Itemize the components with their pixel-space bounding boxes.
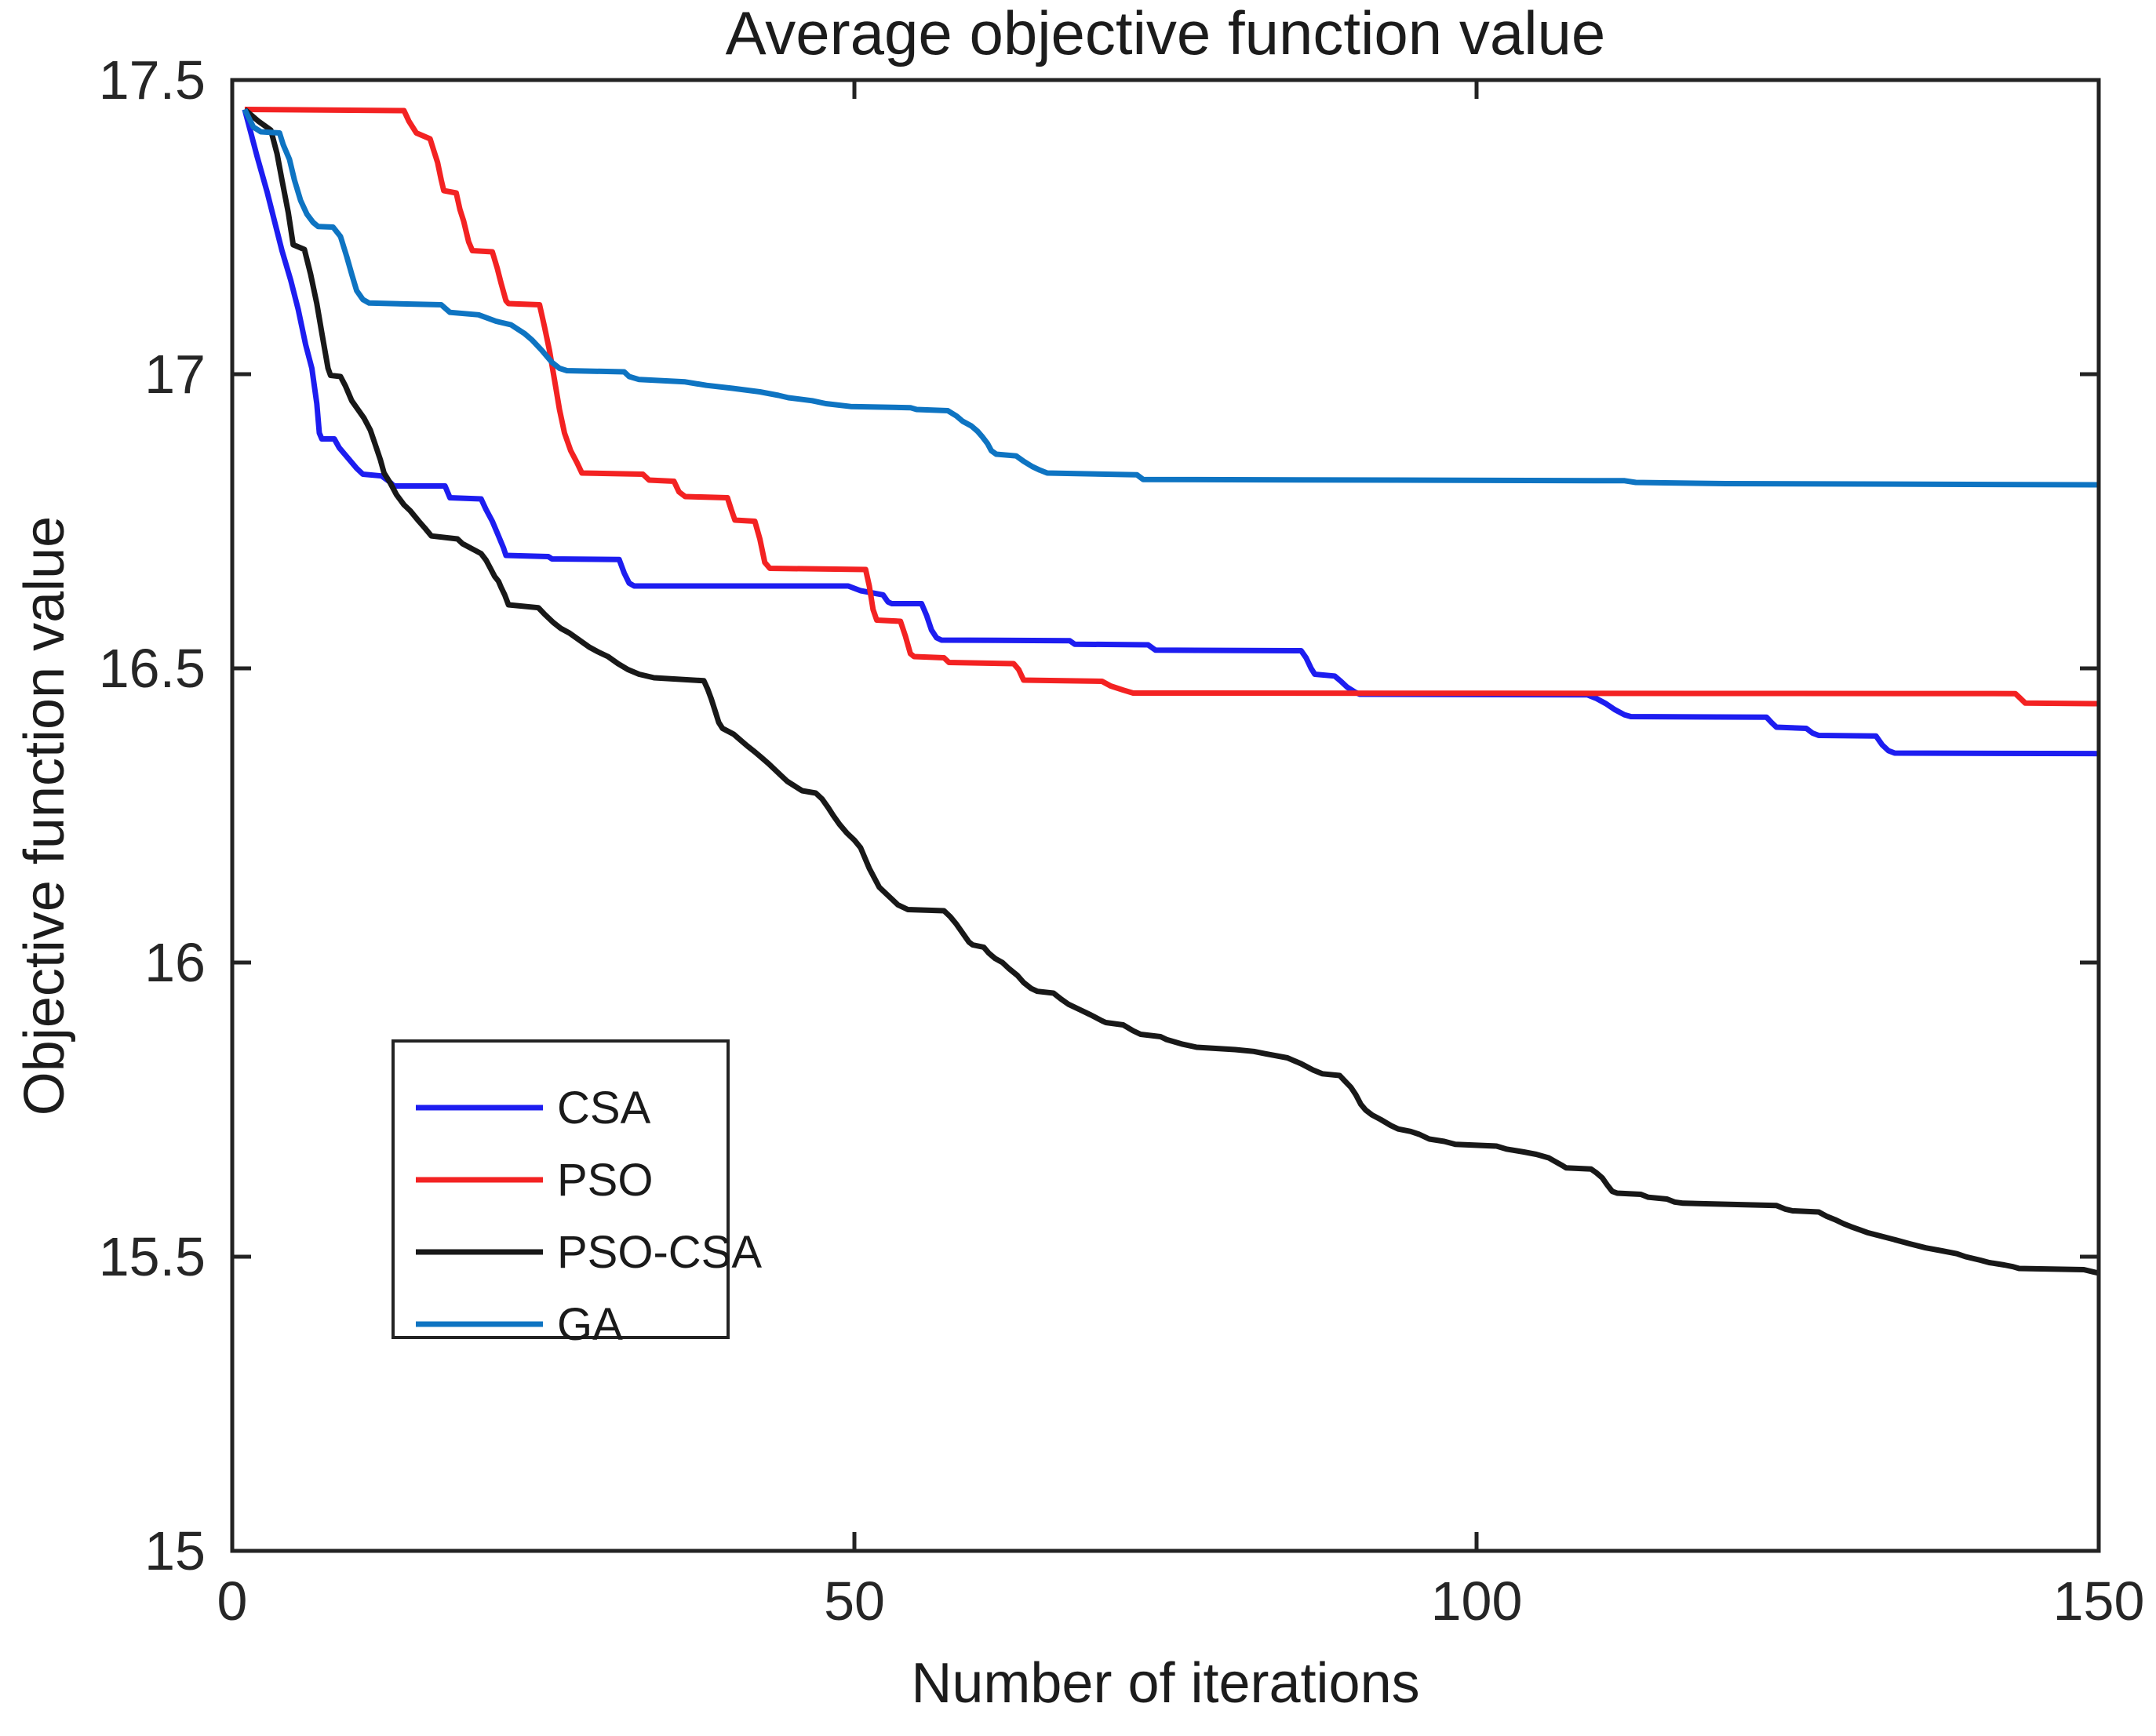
legend-item-ga: GA bbox=[557, 1299, 623, 1350]
series-line-ga bbox=[242, 107, 2100, 488]
legend-item-csa: CSA bbox=[557, 1083, 651, 1134]
legend-item-pso-csa: PSO-CSA bbox=[557, 1227, 762, 1278]
y-tick-label: 17.5 bbox=[99, 49, 206, 111]
legend-box bbox=[392, 1039, 730, 1339]
series-line-pso-csa bbox=[242, 107, 2100, 1276]
x-tick-label: 0 bbox=[217, 1570, 248, 1632]
x-tick-label: 50 bbox=[824, 1570, 885, 1632]
y-tick-label: 15 bbox=[144, 1520, 206, 1581]
series-line-csa bbox=[242, 108, 2100, 757]
series-line-pso bbox=[244, 107, 2100, 707]
legend-item-pso: PSO bbox=[557, 1155, 654, 1206]
x-axis-label: Number of iterations bbox=[911, 1652, 1420, 1715]
y-tick-label: 17 bbox=[144, 344, 206, 405]
axes-box bbox=[230, 78, 2101, 1553]
y-tick-label: 15.5 bbox=[99, 1226, 206, 1287]
x-tick-label: 100 bbox=[1431, 1570, 1523, 1632]
y-tick-label: 16 bbox=[144, 932, 206, 993]
y-tick-label: 16.5 bbox=[99, 638, 206, 699]
chart-title: Average objective function value bbox=[725, 0, 1606, 67]
x-tick-label: 150 bbox=[2053, 1570, 2145, 1632]
